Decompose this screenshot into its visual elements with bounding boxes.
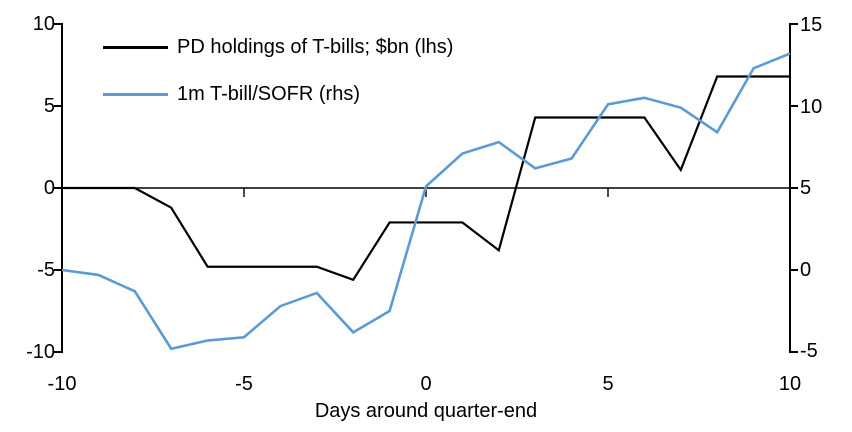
left-axis-tick-label: -5 <box>37 259 55 281</box>
right-axis-tick-label: 10 <box>800 96 823 118</box>
tbill-sofr-line-sample <box>103 92 168 96</box>
legend-item-pd-holdings: PD holdings of T-bills; $bn (lhs) <box>103 35 453 59</box>
right-axis-tick-label: 15 <box>800 14 823 36</box>
legend-item-tbill-sofr: 1m T-bill/SOFR (rhs) <box>103 82 453 106</box>
x-axis-tick-label: -10 <box>47 373 77 395</box>
left-axis-tick-label: -10 <box>26 341 55 363</box>
x-axis-tick-label: 0 <box>420 373 432 395</box>
legend-label-pd-holdings: PD holdings of T-bills; $bn (lhs) <box>177 35 454 58</box>
left-axis-tick-label: 0 <box>43 177 55 199</box>
x-axis-title: Days around quarter-end <box>314 400 538 422</box>
x-axis-tick-label: 5 <box>602 373 614 395</box>
left-axis-tick-label: 5 <box>43 95 55 117</box>
right-axis-tick-label: 5 <box>800 177 812 199</box>
right-axis-tick-label: -5 <box>800 340 818 362</box>
x-axis-tick-label: -5 <box>235 373 253 395</box>
left-axis-tick-label: 10 <box>32 13 55 35</box>
x-axis-tick-label: 10 <box>778 373 802 395</box>
right-axis-tick-label: 0 <box>800 259 812 281</box>
pd-holdings-line <box>62 75 790 282</box>
legend-label-tbill-sofr: 1m T-bill/SOFR (rhs) <box>177 82 360 105</box>
legend: PD holdings of T-bills; $bn (lhs) 1m T-b… <box>103 35 453 129</box>
pd-holdings-line-sample <box>103 45 168 49</box>
tbill-sofr-line <box>61 52 791 351</box>
